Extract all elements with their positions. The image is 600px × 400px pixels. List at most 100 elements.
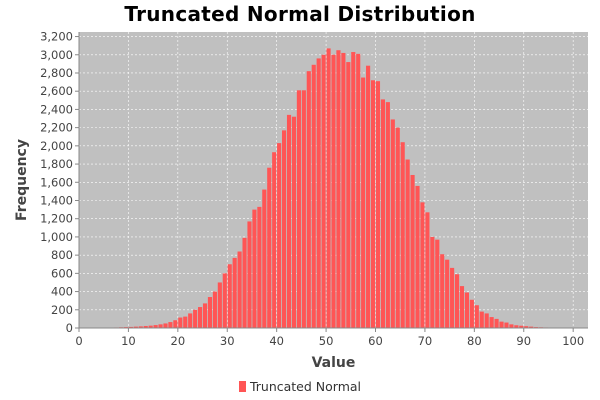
histogram-bar <box>410 174 415 328</box>
grid <box>79 32 588 328</box>
x-tick-label: 60 <box>368 334 383 348</box>
y-tick-label: 200 <box>51 303 73 317</box>
histogram-bar <box>198 307 203 328</box>
histogram-bar <box>188 313 193 328</box>
bars <box>79 48 578 329</box>
x-tick-label: 80 <box>467 334 482 348</box>
legend-swatch <box>238 381 246 392</box>
histogram-bar <box>242 237 247 328</box>
y-tick-label: 3,000 <box>40 48 73 62</box>
histogram-bar <box>321 54 326 329</box>
histogram-bar <box>143 325 148 328</box>
y-tick-label: 2,000 <box>40 139 73 153</box>
histogram-bar <box>450 267 455 328</box>
histogram-bar <box>346 62 351 328</box>
legend: Truncated Normal <box>0 379 600 394</box>
x-axis-title: Value <box>312 355 356 371</box>
histogram-bar <box>529 326 534 328</box>
x-tick-label: 10 <box>121 334 136 348</box>
histogram-bar <box>207 297 213 328</box>
x-tick-label: 70 <box>418 334 433 348</box>
histogram-bar <box>148 325 153 328</box>
y-tick-label: 1,400 <box>40 193 73 207</box>
histogram-bar <box>262 189 267 328</box>
histogram-bar <box>341 52 346 328</box>
histogram-bar <box>479 311 484 328</box>
histogram-bar <box>296 90 301 328</box>
histogram-bar <box>158 324 163 328</box>
x-tick-label: 50 <box>319 334 334 348</box>
x-tick-label: 40 <box>269 334 284 348</box>
histogram-bar <box>440 254 445 328</box>
histogram-bar <box>331 54 336 329</box>
y-tick-label: 1,000 <box>40 230 73 244</box>
histogram-bar <box>222 273 227 328</box>
histogram-bar <box>454 274 460 328</box>
histogram-bar <box>514 325 519 328</box>
histogram-bar <box>430 236 435 328</box>
histogram-bar <box>489 317 494 328</box>
y-tick-label: 2,600 <box>40 84 73 98</box>
histogram-bar <box>375 81 381 328</box>
y-tick-label: 0 <box>66 321 73 335</box>
y-tick-label: 3,200 <box>40 30 73 44</box>
axes: 02004006008001,0001,2001,4001,6001,8002,… <box>40 30 588 348</box>
y-tick-label: 1,600 <box>40 175 73 189</box>
histogram-bar <box>316 58 321 329</box>
y-tick-label: 1,200 <box>40 212 73 226</box>
histogram-bar <box>173 320 178 328</box>
histogram-bar <box>390 119 395 329</box>
histogram-bar <box>267 167 272 328</box>
histogram-bar <box>183 316 188 328</box>
chart-title: Truncated Normal Distribution <box>124 2 476 26</box>
x-tick-label: 30 <box>220 334 235 348</box>
y-tick-label: 2,400 <box>40 102 73 116</box>
histogram-bar <box>469 299 474 328</box>
histogram-bar <box>509 324 514 328</box>
x-tick-label: 100 <box>562 334 584 348</box>
histogram-bar <box>168 322 173 328</box>
histogram-bar <box>395 127 400 328</box>
histogram-bar <box>405 159 410 328</box>
histogram-bar <box>400 142 405 328</box>
histogram-bar <box>484 313 489 328</box>
histogram-bar <box>212 291 217 328</box>
histogram-bar <box>435 239 440 328</box>
histogram-bar <box>524 326 529 328</box>
y-tick-label: 2,200 <box>40 121 73 135</box>
y-tick-label: 800 <box>51 248 73 262</box>
histogram-bar <box>351 52 356 328</box>
histogram-bar <box>153 325 158 328</box>
histogram-bar <box>474 305 479 328</box>
legend-label: Truncated Normal <box>249 379 362 394</box>
histogram-bar <box>370 80 376 328</box>
histogram-bar <box>237 251 242 328</box>
histogram-bar <box>128 326 133 328</box>
histogram-bar <box>193 309 198 328</box>
histogram-bar <box>459 286 465 328</box>
histogram-bar <box>247 221 252 328</box>
histogram-bar <box>257 206 262 328</box>
histogram-bar <box>445 259 450 328</box>
y-tick-label: 2,800 <box>40 66 73 80</box>
histogram-bar <box>301 90 306 328</box>
y-tick-label: 1,800 <box>40 157 73 171</box>
y-tick-label: 400 <box>51 285 73 299</box>
histogram-bar <box>227 264 232 328</box>
histogram-bar <box>291 116 297 328</box>
histogram-bar <box>252 209 257 328</box>
histogram-bar <box>163 323 168 328</box>
histogram-bar <box>499 321 504 328</box>
histogram-bar <box>366 65 371 329</box>
histogram-bar <box>138 326 143 328</box>
x-tick-label: 90 <box>516 334 531 348</box>
histogram-bar <box>326 48 331 328</box>
histogram-bar <box>361 77 366 329</box>
histogram-bar <box>494 318 499 328</box>
histogram-bar <box>464 292 469 328</box>
histogram-bar <box>336 50 341 328</box>
x-tick-label: 0 <box>75 334 82 348</box>
x-tick-label: 20 <box>171 334 186 348</box>
y-axis-title: Frequency <box>14 139 30 221</box>
histogram-bar <box>356 53 361 329</box>
